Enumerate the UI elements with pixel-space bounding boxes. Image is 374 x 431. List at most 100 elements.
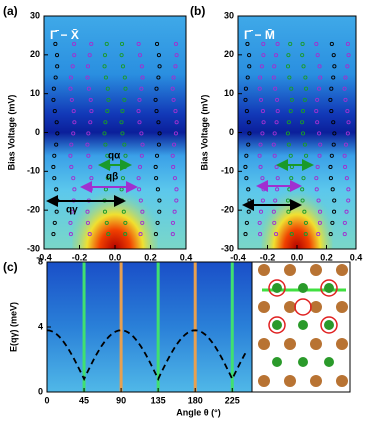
atom xyxy=(284,301,296,313)
atom xyxy=(284,338,296,350)
peak-marker xyxy=(173,41,179,47)
peak-marker xyxy=(68,75,73,80)
y-tick-label: 0 xyxy=(35,127,40,137)
y-tick-label: -10 xyxy=(221,166,234,176)
peak-marker xyxy=(247,64,252,69)
atom xyxy=(310,375,322,387)
y-tick-label: 0 xyxy=(38,386,43,396)
peak-marker xyxy=(328,97,333,102)
peak-marker xyxy=(286,142,291,147)
peak-marker xyxy=(259,64,264,69)
peak-marker xyxy=(137,164,143,170)
peak-marker xyxy=(88,120,93,125)
peak-marker xyxy=(105,86,110,91)
peak-marker xyxy=(140,75,145,80)
peak-marker xyxy=(173,64,178,69)
peak-marker xyxy=(122,142,127,147)
peak-marker xyxy=(120,131,125,136)
peak-marker xyxy=(244,220,249,225)
highlight-ring xyxy=(294,298,312,316)
peak-marker xyxy=(120,64,126,69)
peak-marker xyxy=(156,142,161,147)
peak-marker xyxy=(343,142,349,147)
peak-marker xyxy=(243,232,248,237)
peak-marker xyxy=(156,53,161,58)
y-tick-label: 30 xyxy=(30,10,40,20)
highlight-ring xyxy=(320,279,338,297)
peak-marker xyxy=(70,64,75,69)
peak-marker xyxy=(170,232,175,237)
peak-marker xyxy=(316,198,321,203)
peak-marker xyxy=(287,75,292,80)
peak-marker xyxy=(86,131,91,136)
peak-marker xyxy=(260,131,265,136)
peak-marker xyxy=(170,220,175,225)
peak-marker xyxy=(137,97,142,102)
peak-marker xyxy=(257,153,262,158)
green-line xyxy=(230,262,234,392)
peak-marker xyxy=(271,142,276,147)
peak-marker xyxy=(154,109,159,114)
peak-marker xyxy=(344,176,349,181)
peak-marker xyxy=(342,153,347,158)
peak-marker xyxy=(52,109,57,114)
peak-marker xyxy=(329,86,334,91)
peak-marker xyxy=(52,176,57,181)
atom xyxy=(310,264,322,276)
x-tick-label: 0.0 xyxy=(109,252,122,262)
y-tick-label: 4 xyxy=(38,321,43,331)
peak-marker xyxy=(89,176,94,181)
peak-marker xyxy=(170,153,175,158)
atom-green xyxy=(272,320,282,330)
peak-marker xyxy=(156,75,161,80)
peak-marker xyxy=(139,131,144,136)
peak-marker xyxy=(273,86,278,91)
peak-marker xyxy=(121,209,126,214)
peak-marker xyxy=(105,153,110,158)
peak-marker xyxy=(69,142,74,147)
peak-marker xyxy=(346,198,351,203)
peak-marker xyxy=(119,120,124,125)
peak-marker xyxy=(55,131,60,136)
peak-marker xyxy=(174,187,179,192)
peak-marker xyxy=(157,131,162,136)
peak-marker xyxy=(345,64,350,69)
peak-marker xyxy=(69,97,74,102)
peak-marker xyxy=(54,209,59,214)
peak-marker xyxy=(300,41,305,47)
peak-marker xyxy=(120,176,125,181)
peak-marker xyxy=(244,109,249,114)
peak-marker xyxy=(272,64,277,69)
x-tick-label: 90 xyxy=(116,395,126,405)
peak-marker xyxy=(123,86,128,91)
peak-marker xyxy=(331,53,336,58)
peak-marker xyxy=(244,153,249,158)
peak-marker xyxy=(342,86,347,91)
y-tick-label: 0 xyxy=(229,127,234,137)
peak-marker xyxy=(68,232,73,237)
y-tick-label: 20 xyxy=(224,49,234,59)
dispersion-curve xyxy=(46,329,248,382)
peak-marker xyxy=(288,109,293,114)
peak-marker xyxy=(346,187,351,192)
lattice-inset xyxy=(251,261,351,393)
peak-marker xyxy=(289,232,294,237)
peak-marker xyxy=(170,86,175,91)
atom-green xyxy=(298,357,308,367)
peak-marker xyxy=(258,75,263,80)
peak-marker xyxy=(246,187,251,192)
y-tick-label: 10 xyxy=(224,88,234,98)
peak-marker xyxy=(286,53,291,58)
peak-marker xyxy=(51,97,56,102)
peak-marker xyxy=(85,220,90,225)
y-tick-label: 30 xyxy=(224,10,234,20)
atom-green xyxy=(324,320,334,330)
peak-marker xyxy=(274,120,279,125)
peak-marker xyxy=(157,64,162,69)
peak-marker xyxy=(53,75,58,80)
x-tick-label: 0.4 xyxy=(350,252,363,262)
y-tick-label: 20 xyxy=(30,49,40,59)
peak-marker xyxy=(52,153,57,158)
peak-marker xyxy=(346,120,351,125)
